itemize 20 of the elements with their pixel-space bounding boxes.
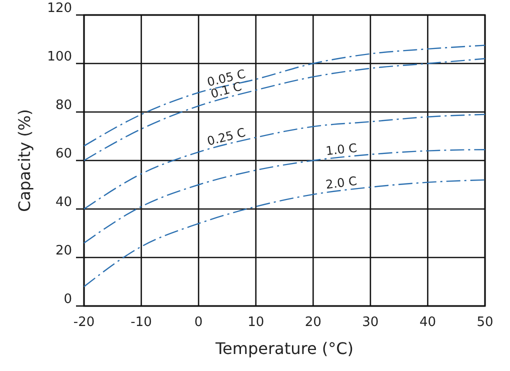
y-tick-label: 40 [55, 195, 72, 210]
x-tick-label: -20 [73, 315, 95, 330]
text: 0.25 C [206, 125, 247, 148]
x-tick-label: -10 [130, 315, 152, 330]
x-tick-label: 0 [194, 315, 203, 330]
y-tick-label: 100 [47, 50, 72, 64]
y-tick-label: 80 [55, 98, 72, 113]
y-tick-label: 0 [64, 292, 72, 307]
x-tick-label: 10 [248, 315, 264, 330]
x-tick-label: 50 [476, 315, 494, 330]
x-tick-label: 40 [419, 315, 436, 330]
y-tick-label: 120 [47, 1, 72, 16]
x-tick-label: 20 [304, 315, 322, 330]
y-tick-label: 60 [55, 146, 72, 162]
y-axis-title: Capacity (%) [15, 109, 34, 212]
x-axis-title: Temperature (°C) [214, 339, 354, 358]
text: 2.0 C [324, 174, 358, 192]
y-tick-label: 20 [55, 244, 72, 258]
text: 1.0 C [325, 140, 358, 158]
x-tick-label: 30 [362, 315, 379, 330]
